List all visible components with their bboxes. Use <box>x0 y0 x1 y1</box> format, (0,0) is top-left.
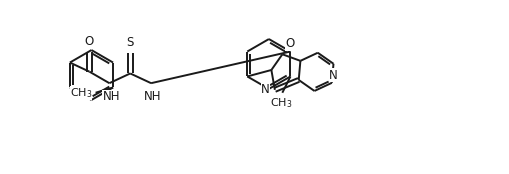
Text: NH: NH <box>144 90 162 103</box>
Text: NH: NH <box>102 90 120 103</box>
Text: O: O <box>85 35 94 48</box>
Text: N: N <box>261 83 270 96</box>
Text: O: O <box>285 37 295 50</box>
Text: CH$_3$: CH$_3$ <box>70 86 92 100</box>
Text: CH$_3$: CH$_3$ <box>270 96 293 110</box>
Text: N: N <box>329 69 338 82</box>
Text: S: S <box>127 35 134 49</box>
